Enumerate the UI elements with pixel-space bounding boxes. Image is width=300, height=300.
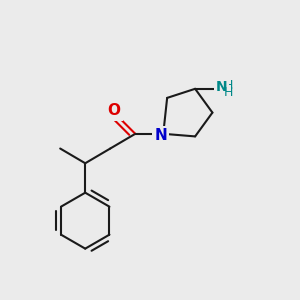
Text: O: O	[108, 103, 121, 118]
Text: N: N	[216, 80, 227, 94]
Text: H: H	[224, 86, 233, 99]
Text: N: N	[154, 128, 167, 143]
Text: H: H	[224, 80, 233, 92]
